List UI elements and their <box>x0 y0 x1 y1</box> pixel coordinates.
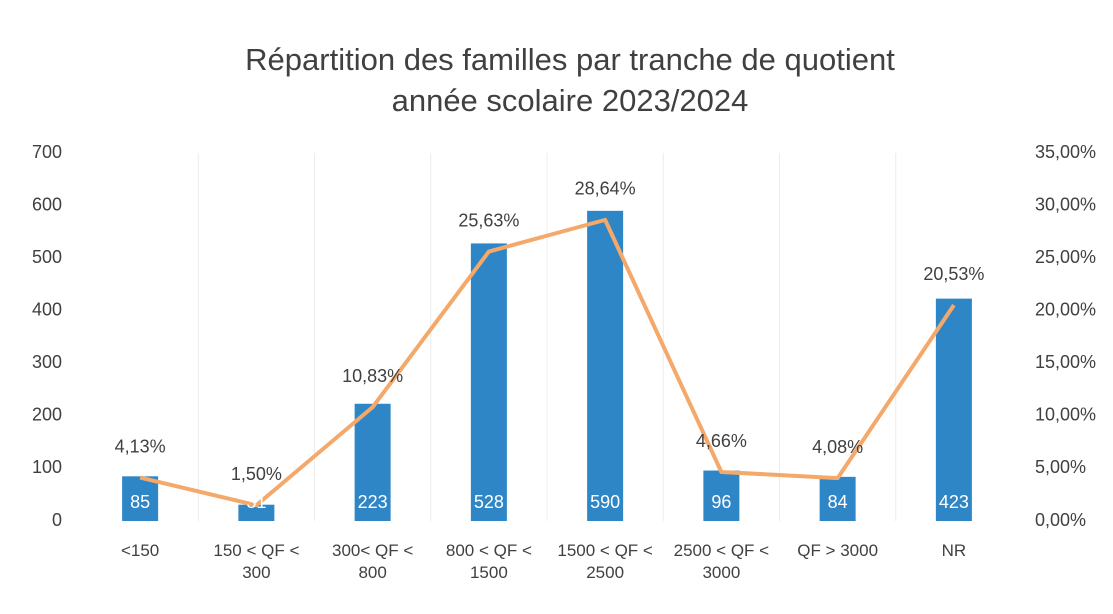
x-label-box: 2500 < QF < 3000 <box>673 541 770 582</box>
line <box>139 217 956 508</box>
y-tick-label: 300 <box>32 352 62 372</box>
bar <box>354 403 391 521</box>
bar-value-label: 96 <box>711 492 731 512</box>
x-label-box: 300< QF < 800 <box>331 541 414 582</box>
bar-value-label: 31 <box>246 492 266 512</box>
x-tick-label: 150 < QF < 300 <box>213 541 300 582</box>
y-tick-label: 100 <box>32 457 62 477</box>
bar-value-label: 223 <box>358 492 388 512</box>
y-tick-label: 200 <box>32 405 62 425</box>
y2-tick-label: 25,00% <box>1035 247 1096 267</box>
bar <box>122 476 159 521</box>
y2-tick-label: 15,00% <box>1035 352 1096 372</box>
x-tick-label: 2500 < QF < 3000 <box>673 541 770 582</box>
x-label-box: 150 < QF < 300 <box>213 541 300 582</box>
x-tick-label: NR <box>941 541 967 560</box>
bar <box>470 243 507 521</box>
line-value-label: 4,13% <box>115 436 166 456</box>
x-label-box: <150 <box>120 541 160 560</box>
line-value-label: 28,64% <box>575 179 636 199</box>
x-tick-label: QF > 3000 <box>797 541 879 560</box>
x-label-box: QF > 3000 <box>797 541 879 560</box>
y-tick-label: 600 <box>32 194 62 214</box>
chart-title: Répartition des familles par tranche de … <box>245 42 895 77</box>
x-tick-label: <150 <box>120 541 160 560</box>
bar <box>935 298 972 521</box>
y2-tick-label: 20,00% <box>1035 299 1096 319</box>
line-value-label: 1,50% <box>231 464 282 484</box>
bar-value-label: 528 <box>474 492 504 512</box>
line-value-label: 4,66% <box>696 431 747 451</box>
x-label-box: 800 < QF < 1500 <box>445 541 532 582</box>
y2-tick-label: 10,00% <box>1035 405 1096 425</box>
bar-value-label: 85 <box>130 492 150 512</box>
y2-tick-label: 35,00% <box>1035 142 1096 162</box>
y-tick-label: 400 <box>32 299 62 319</box>
bar <box>819 476 856 521</box>
y2-tick-label: 0,00% <box>1035 510 1086 530</box>
bar <box>703 470 740 521</box>
bar-value-label: 590 <box>590 492 620 512</box>
y-tick-label: 700 <box>32 142 62 162</box>
bar-value-label: 423 <box>939 492 969 512</box>
chart-subtitle: année scolaire 2023/2024 <box>392 83 749 118</box>
x-tick-label: 1500 < QF < 2500 <box>557 541 653 582</box>
x-tick-label: 300< QF < 800 <box>331 541 414 582</box>
y-tick-label: 500 <box>32 247 62 267</box>
line-value-label: 4,08% <box>812 437 863 457</box>
bar-value-label: 84 <box>828 492 848 512</box>
x-tick-label: 800 < QF < 1500 <box>445 541 532 582</box>
bar <box>587 210 624 522</box>
line-value-label: 10,83% <box>342 366 403 386</box>
y-tick-label: 0 <box>52 510 62 530</box>
line-value-label: 20,53% <box>923 264 984 284</box>
y2-tick-label: 30,00% <box>1035 194 1096 214</box>
line-value-label: 25,63% <box>458 210 519 230</box>
y2-tick-label: 5,00% <box>1035 457 1086 477</box>
x-label-box: 1500 < QF < 2500 <box>557 541 653 582</box>
x-label-box: NR <box>941 541 967 560</box>
bar <box>238 504 275 521</box>
